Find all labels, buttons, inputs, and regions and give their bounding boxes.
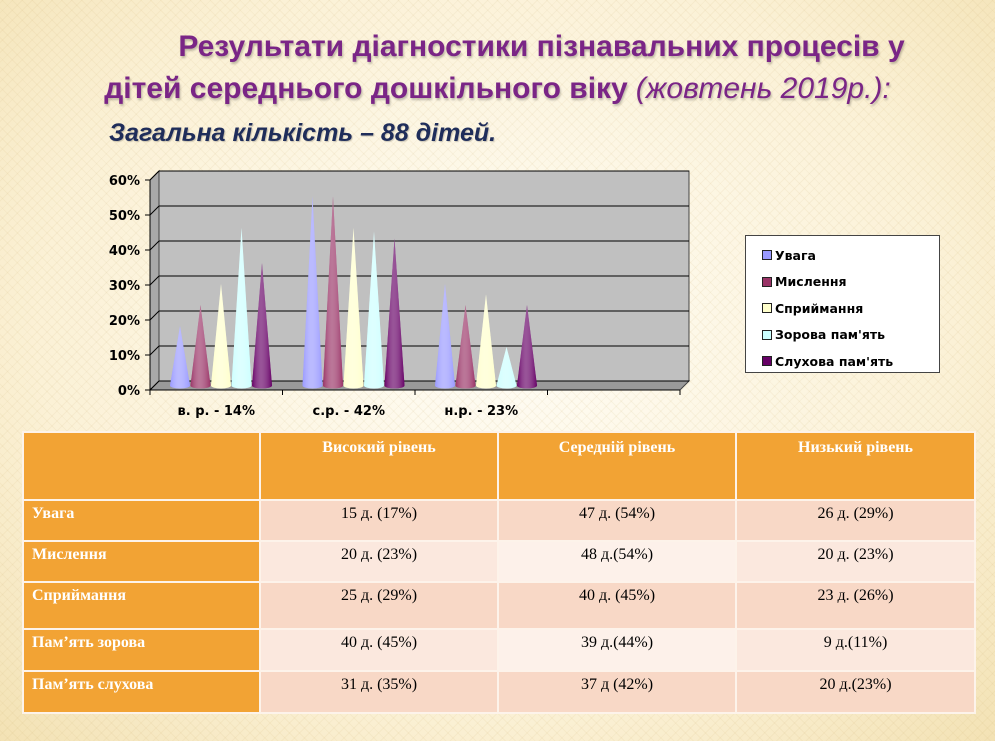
table-cell: 26 д. (29%) — [735, 499, 976, 542]
gridline-side — [149, 275, 160, 286]
table-cell: 25 д. (29%) — [259, 581, 499, 630]
legend-label: Слухова пам'ять — [775, 353, 894, 369]
legend-label: Сприймання — [775, 300, 864, 316]
table-cell: 40 д. (45%) — [497, 581, 737, 630]
table-cell: 39 д.(44%) — [497, 628, 737, 672]
cone-bar-shade — [302, 196, 323, 389]
legend-label: Мислення — [775, 274, 847, 290]
table-cell: 40 д. (45%) — [259, 628, 499, 672]
slide-title-line-1: Результати діагностики пізнавальних проц… — [178, 30, 905, 63]
table-header-cell: Низький рівень — [735, 431, 976, 501]
y-tick-label: 10% — [109, 349, 140, 364]
cone-bar-chart: 0% 10% 20% 30% 40% 50% 60% в. р. - 14% с.р. - 42… — [109, 169, 691, 419]
row-label: Пам’ять слухова — [22, 670, 261, 714]
legend-item: Увага — [762, 242, 939, 269]
cone-bar-shade — [496, 347, 517, 389]
results-table: Високий рівень Середній рівень Низький р… — [22, 431, 976, 714]
row-label: Сприймання — [22, 581, 261, 630]
table-row: Увага 15 д. (17%) 47 д. (54%) 26 д. (29%… — [22, 499, 976, 542]
legend-item: Зорова пам'ять — [762, 322, 939, 349]
legend-item: Мислення — [762, 269, 939, 296]
cone-bar-shade — [364, 231, 384, 389]
table-row: Сприймання 25 д. (29%) 40 д. (45%) 23 д.… — [22, 581, 976, 630]
x-category-label: н.р. - 23% — [444, 404, 518, 419]
cone-bar-shade — [323, 196, 343, 389]
slide-title-line-2: дітей середнього дошкільного віку (жовтен… — [0, 72, 995, 106]
legend-swatch — [762, 329, 772, 340]
row-label: Мислення — [22, 540, 261, 583]
y-tick-label: 20% — [109, 314, 140, 329]
legend-swatch — [762, 276, 772, 287]
table-row: Мислення 20 д. (23%) 48 д.(54%) 20 д. (2… — [22, 540, 976, 583]
legend-item: Слухова пам'ять — [762, 348, 939, 375]
legend-label: Зорова пам'ять — [775, 327, 885, 343]
legend-label: Увага — [775, 247, 816, 263]
table-header-cell: Середній рівень — [497, 431, 737, 501]
cone-bar-shade — [384, 238, 405, 389]
y-tick-label: 40% — [109, 244, 140, 259]
legend-item: Сприймання — [762, 295, 939, 322]
table-cell: 15 д. (17%) — [259, 499, 499, 542]
gridline-side — [149, 310, 160, 321]
cone-bar-shade — [231, 228, 252, 389]
gridline-side — [149, 170, 160, 181]
cone-bar-shade — [211, 284, 231, 389]
slide-subtitle: Загальна кількість – 88 дітей. — [109, 119, 497, 147]
table-row: Пам’ять слухова 31 д. (35%) 37 д (42%) 2… — [22, 670, 976, 714]
table-cell: 20 д. (23%) — [259, 540, 499, 583]
table-header-cell: Високий рівень — [259, 431, 499, 501]
cone-bar-shade — [476, 294, 496, 389]
cone-bar-shade — [252, 263, 272, 389]
y-tick-label: 60% — [109, 174, 140, 189]
cone-bar-shade — [343, 228, 364, 389]
gridline-side — [149, 345, 160, 356]
row-label: Пам’ять зорова — [22, 628, 261, 672]
x-category-label: в. р. - 14% — [178, 404, 256, 419]
y-tick-label: 50% — [109, 209, 140, 224]
table-row: Пам’ять зорова 40 д. (45%) 39 д.(44%) 9 … — [22, 628, 976, 672]
legend-swatch — [762, 356, 772, 367]
y-tick-label: 0% — [118, 384, 140, 399]
table-header-row: Високий рівень Середній рівень Низький р… — [22, 431, 976, 501]
chart-legend: Увага Мислення Сприймання Зорова пам'ять… — [745, 235, 940, 373]
cone-bar-shade — [170, 326, 190, 389]
table-cell: 37 д (42%) — [497, 670, 737, 714]
table-cell: 23 д. (26%) — [735, 581, 976, 630]
gridline-side — [149, 205, 160, 216]
x-category-label: с.р. - 42% — [313, 404, 385, 419]
cone-bar-shade — [517, 305, 537, 389]
y-tick-label: 30% — [109, 279, 140, 294]
cone-bar-shade — [455, 305, 476, 389]
cone-bar-shade — [435, 284, 455, 389]
table-cell: 20 д.(23%) — [735, 670, 976, 714]
table-cell: 20 д. (23%) — [735, 540, 976, 583]
slide-title-main: дітей середнього дошкільного віку — [104, 72, 628, 105]
table-cell: 9 д.(11%) — [735, 628, 976, 672]
cone-bar-shade — [190, 305, 211, 389]
gridline-side — [149, 380, 160, 391]
table-cell: 48 д.(54%) — [497, 540, 737, 583]
table-header-cell — [22, 431, 261, 501]
legend-swatch — [762, 250, 772, 261]
table-cell: 47 д. (54%) — [497, 499, 737, 542]
gridline-side — [149, 240, 160, 251]
row-label: Увага — [22, 499, 261, 542]
slide-title-date: (жовтень 2019р.): — [635, 72, 891, 105]
table-cell: 31 д. (35%) — [259, 670, 499, 714]
legend-swatch — [762, 303, 772, 314]
